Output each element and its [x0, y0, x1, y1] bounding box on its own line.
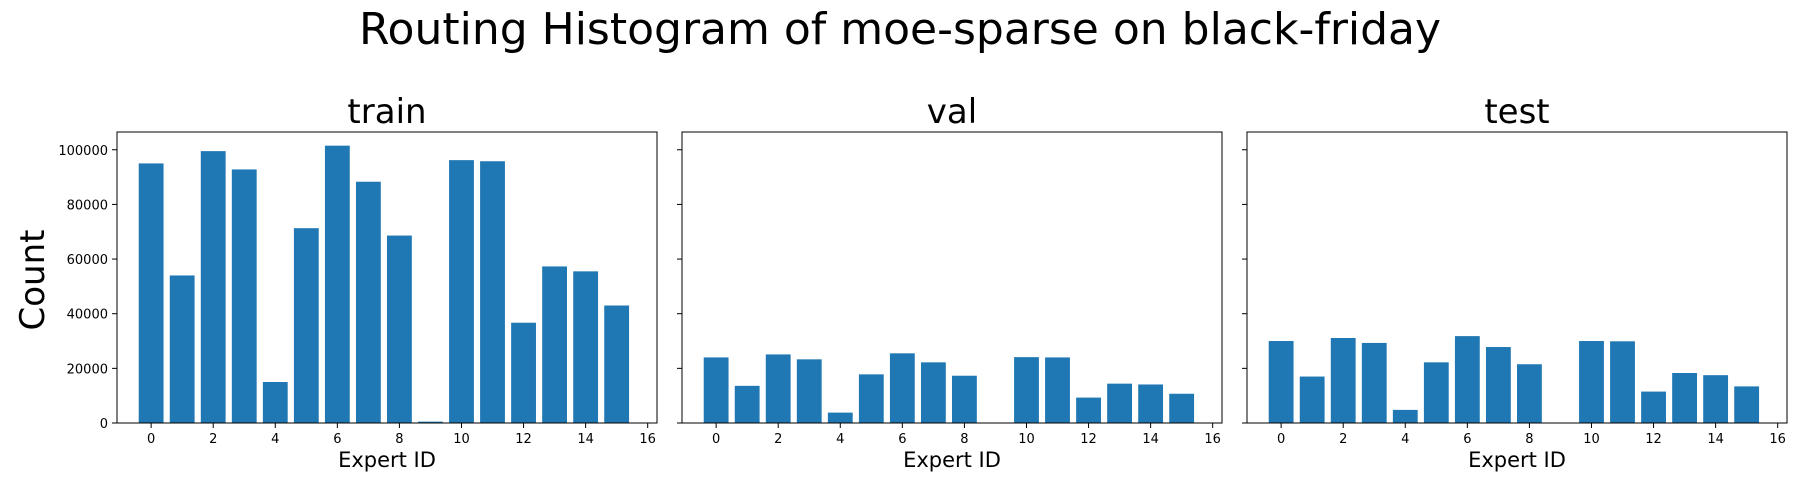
bar-test-expert-0	[1269, 341, 1294, 423]
figure-title: Routing Histogram of moe-sparse on black…	[359, 4, 1441, 55]
bar-test-expert-3	[1362, 343, 1387, 423]
ytick-label: 100000	[58, 144, 108, 159]
xtick-label: 6	[1463, 432, 1471, 447]
bar-test-expert-8	[1517, 364, 1542, 423]
bar-train-expert-6	[325, 146, 350, 423]
xtick-label: 0	[147, 432, 155, 447]
bar-train-expert-14	[573, 271, 598, 423]
subplot-title: test	[1484, 92, 1549, 132]
bar-train-expert-15	[604, 306, 629, 423]
bar-test-expert-10	[1579, 341, 1604, 423]
xtick-label: 12	[1645, 432, 1662, 447]
xtick-label: 10	[1018, 432, 1035, 447]
subplot-train: 0 2 4 6 8 10 12 14 16 0 20000 40000 60000 80000 100000…	[58, 92, 657, 472]
subplot-test: 0 2 4 6 8 10 12 14 16 test Expert ID	[1242, 92, 1787, 472]
bar-val-expert-14	[1138, 384, 1163, 423]
subplot-title: val	[927, 92, 977, 132]
bar-val-expert-5	[859, 374, 884, 423]
ytick-label: 0	[100, 417, 108, 432]
bar-val-expert-12	[1076, 398, 1101, 423]
x-axis-label: Expert ID	[903, 448, 1001, 472]
xtick-label: 6	[898, 432, 906, 447]
subplot-panels: 0 2 4 6 8 10 12 14 16 0 20000 40000 60000 80000 100000…	[58, 92, 1787, 472]
ytick-label: 20000	[67, 362, 108, 377]
xtick-label: 4	[271, 432, 279, 447]
bar-test-expert-1	[1300, 377, 1325, 423]
bar-test-expert-14	[1703, 375, 1728, 423]
bar-val-expert-6	[890, 353, 915, 423]
bar-test-expert-2	[1331, 338, 1356, 423]
bar-train-expert-10	[449, 160, 474, 423]
figure-ylabel: Count	[13, 230, 53, 331]
xtick-label: 12	[515, 432, 532, 447]
bar-val-expert-13	[1107, 384, 1132, 423]
xtick-label: 8	[960, 432, 968, 447]
xtick-label: 2	[774, 432, 782, 447]
bar-train-expert-13	[542, 266, 567, 423]
xtick-label: 14	[1707, 432, 1724, 447]
bar-test-expert-11	[1610, 341, 1635, 423]
bar-val-expert-4	[828, 413, 853, 423]
xtick-label: 2	[209, 432, 217, 447]
xtick-label: 4	[836, 432, 844, 447]
bar-val-expert-11	[1045, 357, 1070, 423]
bar-test-expert-15	[1734, 386, 1759, 423]
bar-train-expert-2	[201, 151, 226, 423]
xtick-label: 16	[639, 432, 656, 447]
bar-train-expert-12	[511, 323, 536, 423]
bar-train-expert-0	[139, 163, 164, 423]
bar-val-expert-1	[735, 386, 760, 423]
xtick-label: 8	[395, 432, 403, 447]
bar-train-expert-5	[294, 228, 319, 423]
xtick-label: 8	[1525, 432, 1533, 447]
bar-test-expert-7	[1486, 347, 1511, 423]
bar-val-expert-15	[1169, 394, 1194, 423]
bar-train-expert-11	[480, 161, 505, 423]
xtick-label: 14	[577, 432, 594, 447]
xtick-label: 14	[1142, 432, 1159, 447]
bar-val-expert-8	[952, 376, 977, 423]
bar-test-expert-12	[1641, 392, 1666, 423]
bar-test-expert-4	[1393, 410, 1418, 423]
bar-val-expert-0	[704, 357, 729, 423]
xtick-label: 12	[1080, 432, 1097, 447]
ytick-label: 60000	[67, 253, 108, 268]
xtick-label: 2	[1339, 432, 1347, 447]
xtick-label: 0	[712, 432, 720, 447]
ytick-label: 80000	[67, 198, 108, 213]
bar-val-expert-7	[921, 362, 946, 423]
bar-val-expert-10	[1014, 357, 1039, 423]
bar-test-expert-6	[1455, 336, 1480, 423]
xtick-label: 4	[1401, 432, 1409, 447]
bar-train-expert-7	[356, 182, 381, 423]
bar-train-expert-8	[387, 236, 412, 423]
xtick-label: 6	[333, 432, 341, 447]
bar-train-expert-3	[232, 169, 257, 423]
xtick-label: 10	[1583, 432, 1600, 447]
bar-val-expert-3	[797, 359, 822, 423]
bar-train-expert-4	[263, 382, 288, 423]
xtick-label: 16	[1769, 432, 1786, 447]
subplot-val: 0 2 4 6 8 10 12 14 16 val Expert ID	[677, 92, 1222, 472]
x-axis-label: Expert ID	[1468, 448, 1566, 472]
xtick-label: 0	[1277, 432, 1285, 447]
xtick-label: 16	[1204, 432, 1221, 447]
bar-train-expert-1	[170, 275, 195, 423]
bar-val-expert-2	[766, 354, 791, 423]
bar-test-expert-13	[1672, 373, 1697, 423]
x-axis-label: Expert ID	[338, 448, 436, 472]
bar-test-expert-5	[1424, 362, 1449, 423]
xtick-label: 10	[453, 432, 470, 447]
ytick-label: 40000	[67, 308, 108, 323]
subplot-title: train	[347, 92, 426, 132]
